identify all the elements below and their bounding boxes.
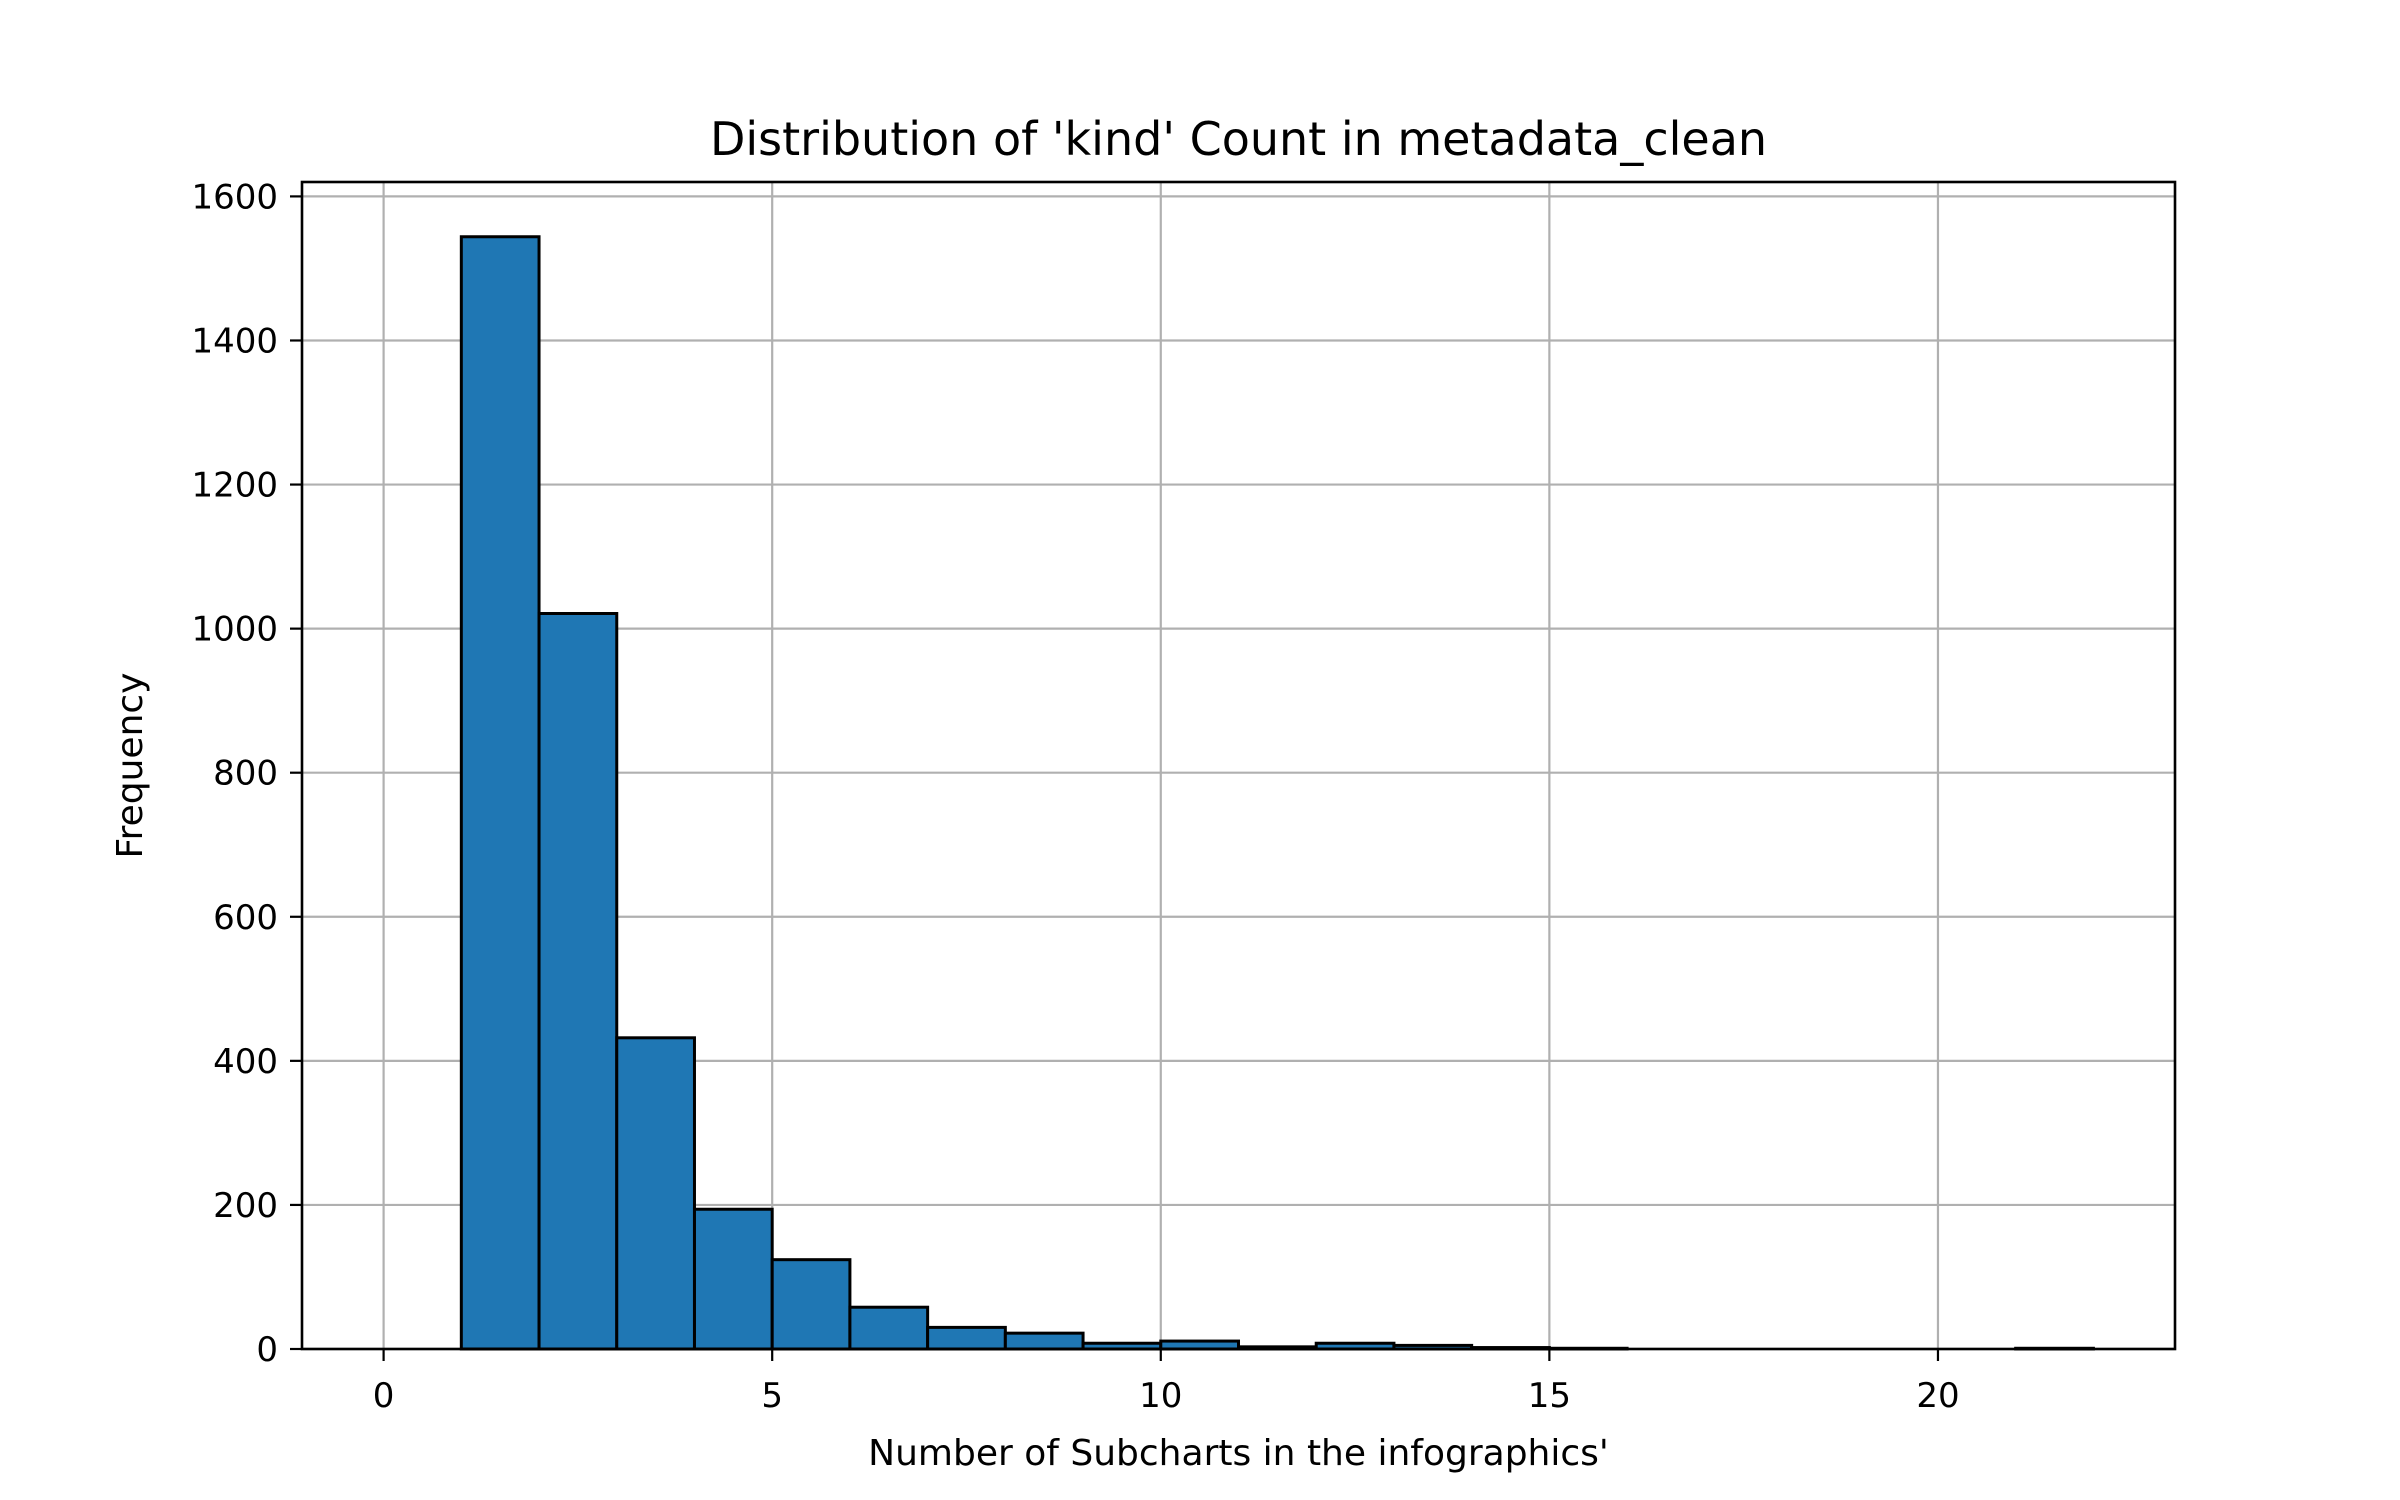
y-axis-title: Frequency: [110, 673, 151, 859]
x-tick-label: 0: [373, 1376, 395, 1416]
x-tick-label: 5: [761, 1376, 783, 1416]
y-tick-label: 600: [213, 898, 278, 938]
x-tick-label: 20: [1916, 1376, 1959, 1416]
x-tick-label: 10: [1139, 1376, 1182, 1416]
y-tick-label: 1400: [191, 321, 278, 361]
histogram-bar: [537, 612, 619, 1351]
histogram-bar: [459, 235, 541, 1351]
plot-frame: [300, 180, 2177, 1351]
y-tick-label: 800: [213, 754, 278, 794]
bars-layer: [459, 235, 2095, 1351]
y-tick-label: 0: [256, 1330, 278, 1370]
histogram-bar: [1003, 1331, 1085, 1351]
y-tick-label: 1600: [191, 177, 278, 217]
histogram-bar: [770, 1258, 852, 1351]
x-axis-title: Number of Subcharts in the infographics': [868, 1433, 1609, 1474]
histogram-bar: [926, 1325, 1007, 1351]
histogram-bar: [848, 1305, 930, 1351]
y-tick-label: 400: [213, 1042, 278, 1082]
x-tick-label: 15: [1528, 1376, 1571, 1416]
y-tick-label: 1000: [191, 610, 278, 650]
axes-layer: [300, 180, 2177, 1351]
y-tick-label: 200: [213, 1186, 278, 1226]
histogram-bar: [615, 1036, 696, 1351]
y-tick-label: 1200: [191, 466, 278, 506]
histogram-bar: [692, 1207, 774, 1351]
chart-title: Distribution of 'kind' Count in metadata…: [710, 112, 1767, 166]
